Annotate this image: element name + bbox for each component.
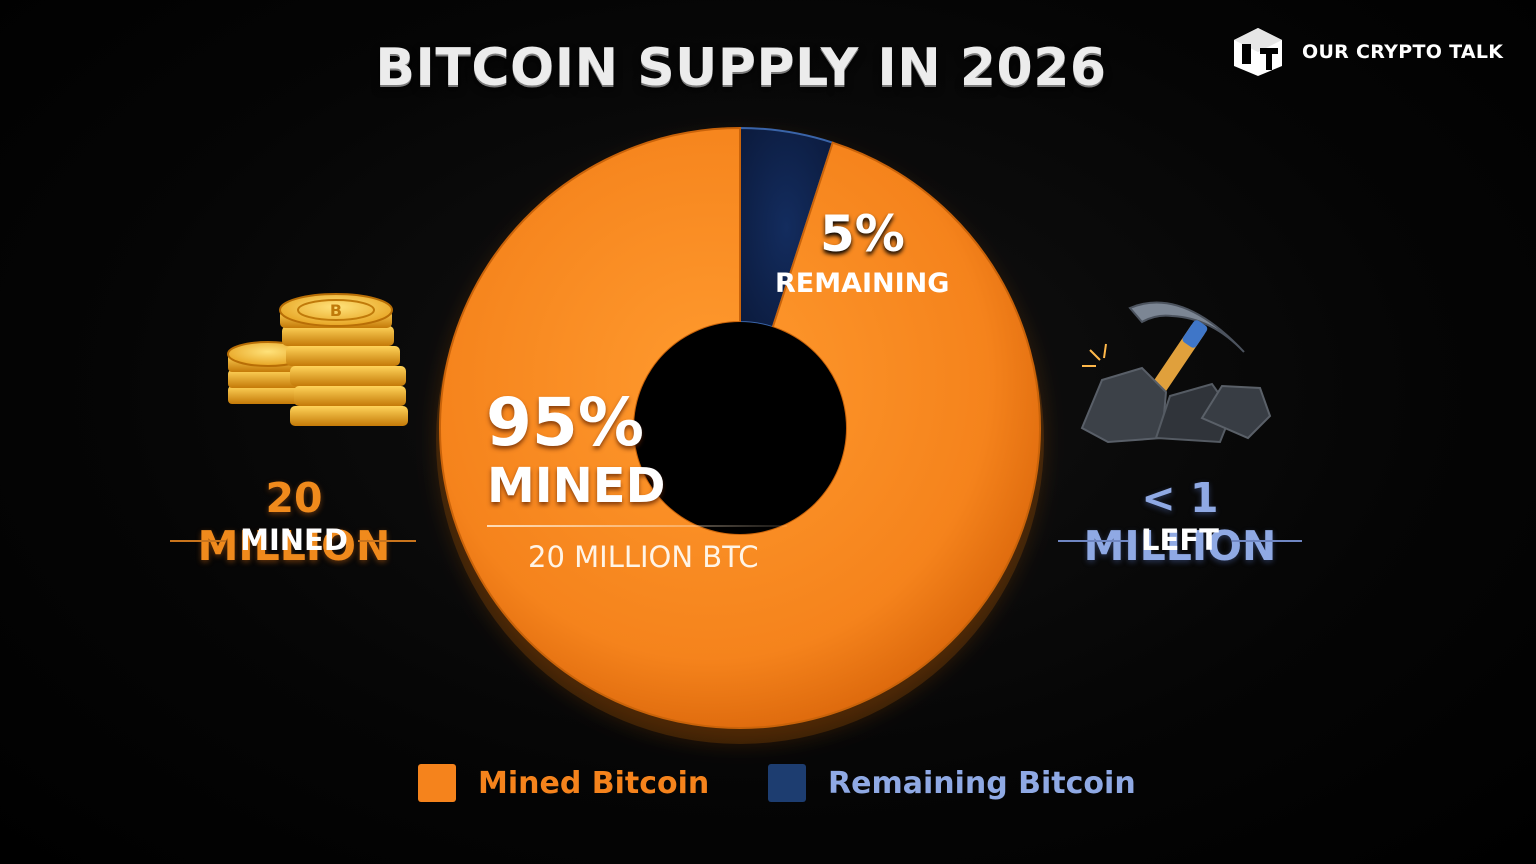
mined-word-label: MINED (487, 458, 666, 514)
mined-divider (487, 525, 787, 527)
legend-item-mined: Mined Bitcoin (418, 762, 709, 804)
brand-cube-icon (1234, 28, 1282, 76)
mined-callout-line (170, 540, 226, 542)
legend-label-remaining: Remaining Bitcoin (828, 765, 1136, 801)
remaining-callout-value: < 1 MILLION (1083, 474, 1277, 570)
mined-callout-value: 20 MILLION (197, 474, 391, 570)
mined-btc-label: 20 MILLION BTC (528, 540, 759, 574)
legend-item-remaining: Remaining Bitcoin (768, 762, 1136, 804)
mined-callout-line (358, 540, 416, 542)
mined-percent-label: 95% (486, 384, 644, 461)
brand-name: OUR CRYPTO TALK (1302, 41, 1504, 63)
remaining-word-label: REMAINING (775, 268, 950, 299)
chart-title: BITCOIN SUPPLY IN 2026 (375, 38, 1107, 98)
pickaxe-icon (1080, 301, 1272, 444)
remaining-callout-line (1232, 540, 1302, 542)
svg-text:B: B (330, 301, 342, 320)
coins-stack-icon: B (227, 293, 408, 426)
legend-label-mined: Mined Bitcoin (478, 765, 710, 801)
brand-logo: OUR CRYPTO TALK (1232, 26, 1503, 78)
remaining-percent-label: 5% (820, 205, 905, 263)
remaining-callout-label: LEFT (1141, 523, 1219, 557)
legend-swatch-mined (418, 764, 456, 802)
mined-callout-label: MINED (240, 523, 348, 557)
remaining-callout-line (1058, 540, 1128, 542)
legend-swatch-remaining (768, 764, 806, 802)
donut-hole (634, 322, 846, 534)
